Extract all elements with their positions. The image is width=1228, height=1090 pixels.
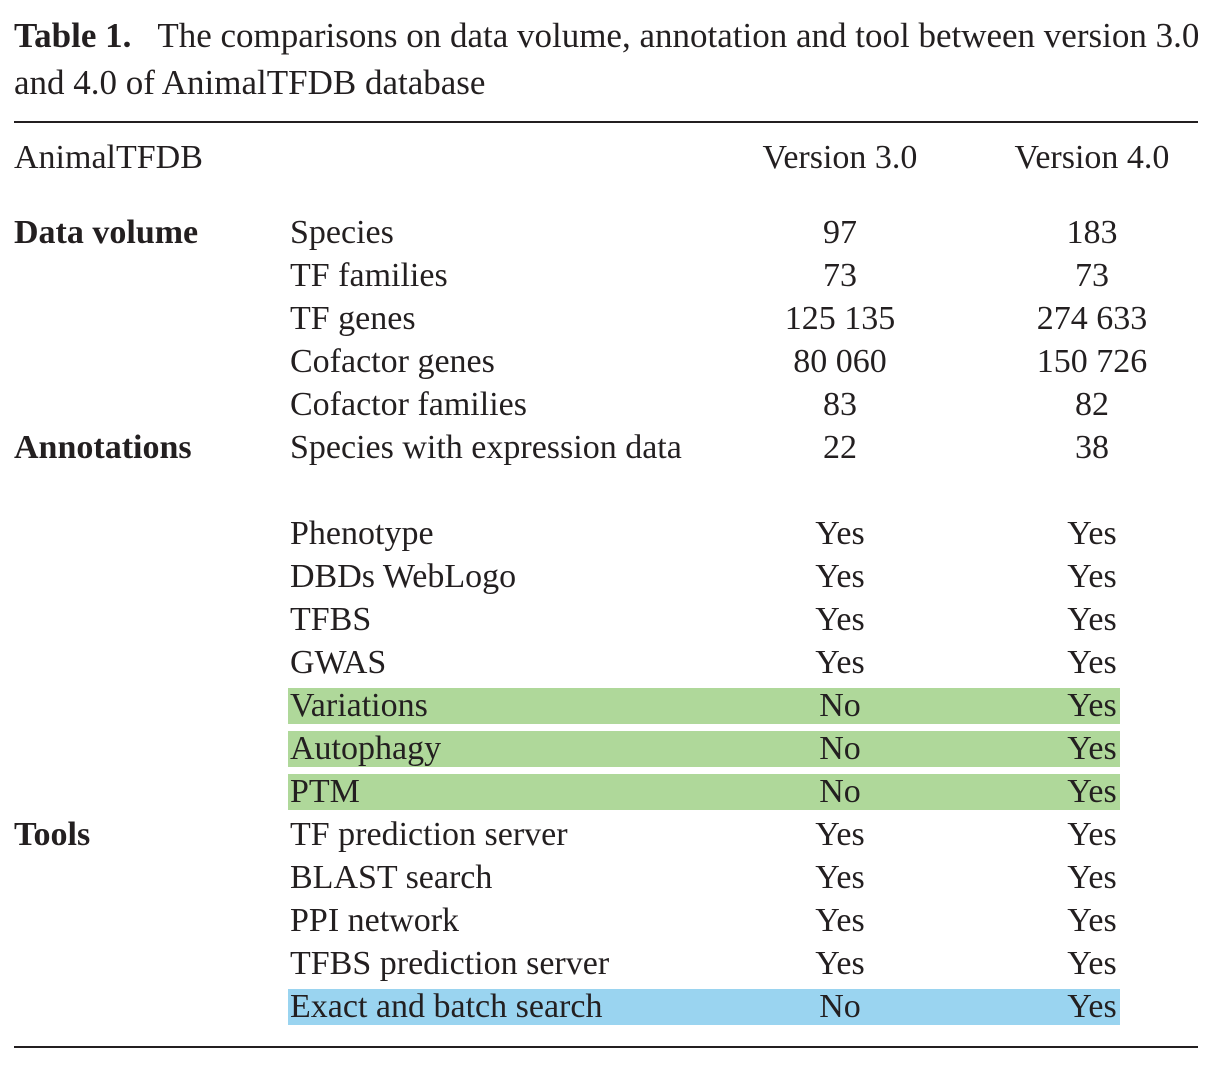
row-highlight (288, 774, 1120, 810)
table-row: Phenotype Yes Yes (0, 512, 1228, 555)
value-version-3: 83 (823, 386, 857, 423)
row-item: Species with expression data (290, 429, 682, 466)
value-version-3: No (819, 730, 861, 767)
value-version-4: Yes (1067, 859, 1117, 896)
value-version-4: 183 (1066, 214, 1118, 251)
value-version-3: Yes (815, 558, 865, 595)
table-row: DBDs WebLogo Yes Yes (0, 555, 1228, 598)
header-animaltfdb: AnimalTFDB (14, 139, 203, 176)
row-item: DBDs WebLogo (290, 558, 517, 595)
value-version-3: 73 (823, 257, 857, 294)
row-item: TF genes (290, 300, 416, 337)
row-item: Phenotype (290, 515, 434, 552)
row-group: Data volume (14, 214, 199, 251)
value-version-4: Yes (1067, 558, 1117, 595)
table-row: TFBS Yes Yes (0, 598, 1228, 641)
table-caption: Table 1. The comparisons on data volume, … (14, 12, 1214, 106)
table-row: TF genes 125 135 274 633 (0, 297, 1228, 340)
value-version-4: 73 (1075, 257, 1109, 294)
table-row: Annotations Species with expression data 2… (0, 426, 1228, 512)
value-version-3: 22 (823, 429, 857, 466)
row-highlight (288, 688, 1120, 724)
row-item: Exact and batch search (290, 988, 603, 1025)
value-version-4: Yes (1067, 773, 1117, 810)
row-item: GWAS (290, 644, 387, 681)
value-version-4: Yes (1067, 730, 1117, 767)
value-version-3: No (819, 988, 861, 1025)
value-version-4: Yes (1067, 945, 1117, 982)
value-version-3: Yes (815, 644, 865, 681)
value-version-3: Yes (815, 902, 865, 939)
table-row: Variations No Yes (0, 684, 1228, 727)
row-item: Cofactor genes (290, 343, 495, 380)
row-item: TFBS prediction server (290, 945, 610, 982)
table-row: Exact and batch search No Yes (0, 985, 1228, 1028)
row-item: TFBS (290, 601, 372, 638)
row-item: TF prediction server (290, 816, 568, 853)
table-row: BLAST search Yes Yes (0, 856, 1228, 899)
table-row: GWAS Yes Yes (0, 641, 1228, 684)
table-label: Table 1. (14, 16, 132, 55)
table-row: Autophagy No Yes (0, 727, 1228, 770)
row-group: Tools (14, 816, 91, 853)
row-item: Cofactor families (290, 386, 527, 423)
table-row: Data volume Species 97 183 (0, 211, 1228, 254)
value-version-3: No (819, 773, 861, 810)
value-version-3: 80 060 (793, 343, 887, 380)
value-version-4: 38 (1075, 429, 1109, 466)
value-version-4: Yes (1067, 644, 1117, 681)
row-highlight (288, 731, 1120, 767)
row-item: TF families (290, 257, 448, 294)
value-version-4: Yes (1067, 988, 1117, 1025)
value-version-4: Yes (1067, 902, 1117, 939)
value-version-3: Yes (815, 601, 865, 638)
table-row: PPI network Yes Yes (0, 899, 1228, 942)
value-version-3: 125 135 (784, 300, 896, 337)
value-version-3: Yes (815, 515, 865, 552)
value-version-3: Yes (815, 945, 865, 982)
row-item: Autophagy (290, 730, 442, 767)
value-version-4: 274 633 (1036, 300, 1148, 337)
table-row: PTM No Yes (0, 770, 1228, 813)
top-rule (14, 121, 1198, 123)
value-version-4: Yes (1067, 816, 1117, 853)
row-item: Species (290, 214, 394, 251)
row-group: Annotations (14, 429, 192, 466)
row-highlight (288, 989, 1120, 1025)
value-version-3: Yes (815, 816, 865, 853)
table-row: Cofactor genes 80 060 150 726 (0, 340, 1228, 383)
value-version-4: Yes (1067, 601, 1117, 638)
value-version-4: 150 726 (1036, 343, 1148, 380)
row-item: PPI network (290, 902, 460, 939)
table-body: Data volume Species 97 183 TF families 73 73 TF… (0, 211, 1228, 1028)
header-version-3: Version 3.0 (762, 139, 918, 176)
table-row: TFBS prediction server Yes Yes (0, 942, 1228, 985)
value-version-3: 97 (823, 214, 857, 251)
row-item: BLAST search (290, 859, 493, 896)
row-item: PTM (290, 773, 360, 810)
value-version-3: No (819, 687, 861, 724)
row-item: Variations (290, 687, 428, 724)
value-version-4: 82 (1075, 386, 1109, 423)
bottom-rule (14, 1046, 1198, 1048)
value-version-3: Yes (815, 859, 865, 896)
caption-text: The comparisons on data volume, annotati… (14, 16, 1200, 102)
table-row: Tools TF prediction server Yes Yes (0, 813, 1228, 856)
header-version-4: Version 4.0 (1014, 139, 1170, 176)
value-version-4: Yes (1067, 687, 1117, 724)
table-row: TF families 73 73 (0, 254, 1228, 297)
table-row: Cofactor families 83 82 (0, 383, 1228, 426)
value-version-4: Yes (1067, 515, 1117, 552)
